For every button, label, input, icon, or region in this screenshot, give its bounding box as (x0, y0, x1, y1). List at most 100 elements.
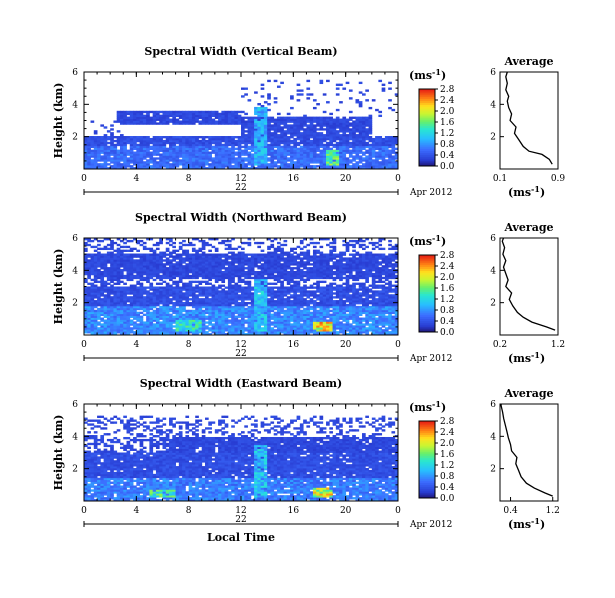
heatmap-cell (231, 280, 235, 284)
heatmap-cell (316, 124, 320, 127)
heatmap-cell (260, 269, 265, 272)
heatmap-cell (221, 323, 226, 326)
colorbar-segment (419, 158, 435, 161)
heatmap-cell (211, 309, 216, 313)
heatmap-cell (312, 165, 317, 168)
heatmap-cell (290, 331, 294, 334)
heatmap-cell (208, 261, 212, 264)
heatmap-cell (326, 134, 330, 137)
heatmap-cell (142, 141, 147, 145)
heatmap-cell (119, 118, 124, 121)
heatmap-cell (234, 292, 239, 295)
heatmap-cell (322, 93, 327, 96)
heatmap-cell (257, 122, 262, 125)
heatmap-cell (267, 95, 271, 98)
heatmap-cell (136, 118, 140, 121)
heatmap-cell (263, 325, 268, 328)
heatmap-cell (191, 137, 196, 141)
heatmap-cell (276, 331, 281, 334)
heatmap-cell (191, 331, 196, 334)
heatmap-cell (227, 122, 232, 125)
heatmap-cell (391, 145, 396, 149)
heatmap-cell (113, 327, 118, 330)
heatmap-cell (136, 155, 140, 158)
heatmap-cell (90, 159, 95, 162)
heatmap-cell (280, 130, 284, 133)
heatmap-cell (257, 267, 262, 270)
heatmap-cell (290, 286, 294, 289)
heatmap-cell (247, 153, 252, 156)
heatmap-cell (133, 311, 137, 315)
heatmap-cell (116, 149, 121, 152)
heatmap-cell (214, 315, 219, 318)
heatmap-cell (227, 280, 232, 284)
heatmap-cell (329, 159, 333, 162)
heatmap-cell (139, 263, 144, 266)
heatmap-cell (316, 153, 320, 156)
heatmap-cell (381, 141, 386, 145)
heatmap-cell (205, 276, 209, 280)
heatmap-cell (142, 263, 147, 266)
heatmap-cell (142, 276, 147, 280)
heatmap-cell (365, 157, 369, 160)
heatmap-cell (175, 286, 180, 289)
heatmap-cell (267, 323, 271, 326)
colorbar-segment (419, 150, 435, 154)
heatmap-cell (267, 108, 271, 112)
heatmap-cell (162, 300, 167, 303)
heatmap-cell (247, 134, 252, 137)
heatmap-cell (250, 315, 255, 318)
heatmap-cell (185, 276, 190, 280)
heatmap-cell (267, 238, 271, 241)
heatmap-cell (162, 122, 167, 125)
heatmap-cell (162, 153, 167, 156)
heatmap-cell (214, 249, 219, 252)
heatmap-cell (87, 303, 91, 307)
heatmap-cell (142, 241, 147, 245)
heatmap-cell (247, 307, 252, 311)
heatmap-cell (375, 137, 379, 141)
heatmap-cell (97, 251, 101, 254)
heatmap-cell (312, 153, 317, 156)
heatmap-cell (384, 136, 389, 139)
heatmap-cell (175, 290, 180, 293)
heatmap-cell (103, 280, 108, 284)
heatmap-cell (241, 270, 245, 274)
heatmap-cell (283, 290, 288, 293)
heatmap-cell (296, 157, 301, 160)
heatmap-cell (198, 272, 203, 276)
heatmap-cell (146, 247, 150, 251)
heatmap-cell (198, 159, 203, 162)
heatmap-cell (191, 292, 196, 295)
heatmap-cell (195, 331, 199, 334)
heatmap-cell (162, 323, 167, 326)
heatmap-cell (201, 267, 206, 270)
heatmap-cell (234, 302, 239, 305)
heatmap-cell (182, 143, 186, 147)
heatmap-cell (103, 163, 108, 166)
heatmap-cell (312, 149, 317, 152)
heatmap-cell (283, 251, 288, 254)
heatmap-cell (103, 141, 108, 145)
heatmap-cell (110, 290, 114, 293)
heatmap-cell (97, 309, 101, 313)
heatmap-cell (90, 278, 95, 282)
heatmap-cell (306, 126, 311, 129)
heatmap-cell (224, 325, 229, 328)
heatmap-cell (244, 296, 248, 299)
heatmap-cell (214, 137, 219, 141)
heatmap-cell (87, 317, 91, 320)
heatmap-cell (316, 143, 320, 147)
heatmap-cell (90, 267, 95, 270)
heatmap-cell (214, 147, 219, 150)
heatmap-cell (191, 257, 196, 260)
heatmap-cell (103, 323, 108, 326)
heatmap-cell (103, 269, 108, 272)
heatmap-cell (231, 319, 235, 322)
heatmap-cell (159, 259, 163, 262)
heatmap-cell (286, 286, 291, 289)
heatmap-cell (241, 311, 245, 315)
heatmap-cell (332, 134, 337, 137)
heatmap-cell (244, 319, 248, 322)
heatmap-cell (257, 128, 262, 131)
